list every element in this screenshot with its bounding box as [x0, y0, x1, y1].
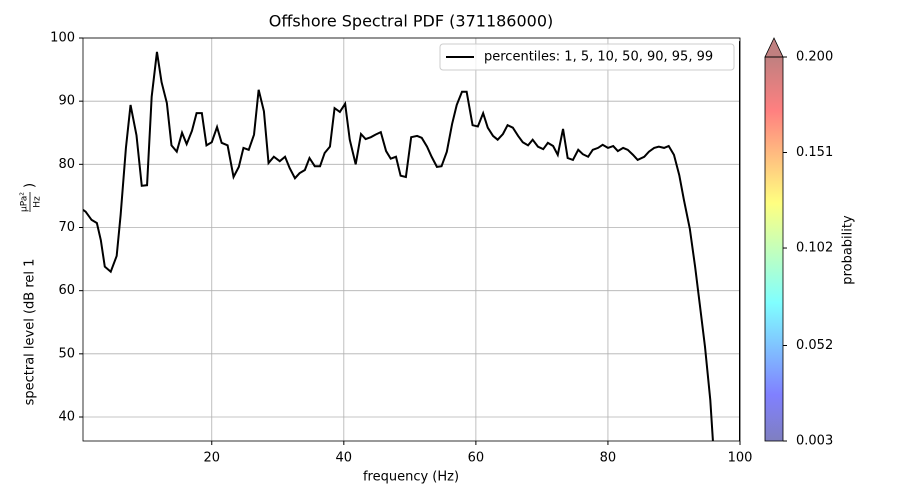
- colorbar-tick-label: 0.151: [796, 145, 833, 160]
- y-tick-label: 50: [58, 346, 75, 361]
- y-tick-label: 40: [58, 409, 75, 424]
- y-tick-label: 60: [58, 283, 75, 298]
- y-axis-label-text: spectral level (dB rel 1: [23, 259, 38, 406]
- plot-frame: [82, 37, 741, 442]
- legend-label: percentiles: 1, 5, 10, 50, 90, 95, 99: [484, 50, 713, 65]
- colorbar-tick-label: 0.003: [796, 434, 833, 449]
- colorbar-label: probability: [841, 215, 856, 285]
- chart-title: Offshore Spectral PDF (371186000): [269, 12, 554, 31]
- colorbar-tick-label: 0.052: [796, 338, 833, 353]
- colorbar-frame: [764, 56, 784, 442]
- y-axis-label-close: ): [23, 183, 38, 188]
- x-axis-label: frequency (Hz): [363, 470, 459, 485]
- x-tick-label: 40: [336, 451, 353, 466]
- x-tick-label: 100: [728, 451, 753, 466]
- colorbar-extend: [764, 37, 784, 58]
- x-tick-label: 80: [600, 451, 617, 466]
- y-axis-label-denominator: Hz: [33, 196, 43, 208]
- colorbar-tick-label: 0.200: [796, 50, 833, 65]
- y-tick-label: 70: [58, 220, 75, 235]
- x-tick-label: 60: [468, 451, 485, 466]
- y-tick-label: 90: [58, 94, 75, 109]
- legend-box: [439, 43, 735, 71]
- x-tick-label: 20: [203, 451, 220, 466]
- y-tick-label: 80: [58, 157, 75, 172]
- y-axis-label: spectral level (dB rel 1 µPa² Hz ): [20, 183, 43, 405]
- y-axis-label-numerator: µPa²: [20, 192, 30, 212]
- y-tick-label: 100: [50, 31, 75, 46]
- colorbar-tick-label: 0.102: [796, 241, 833, 256]
- colorbar: [765, 57, 783, 441]
- series-line: [83, 41, 740, 441]
